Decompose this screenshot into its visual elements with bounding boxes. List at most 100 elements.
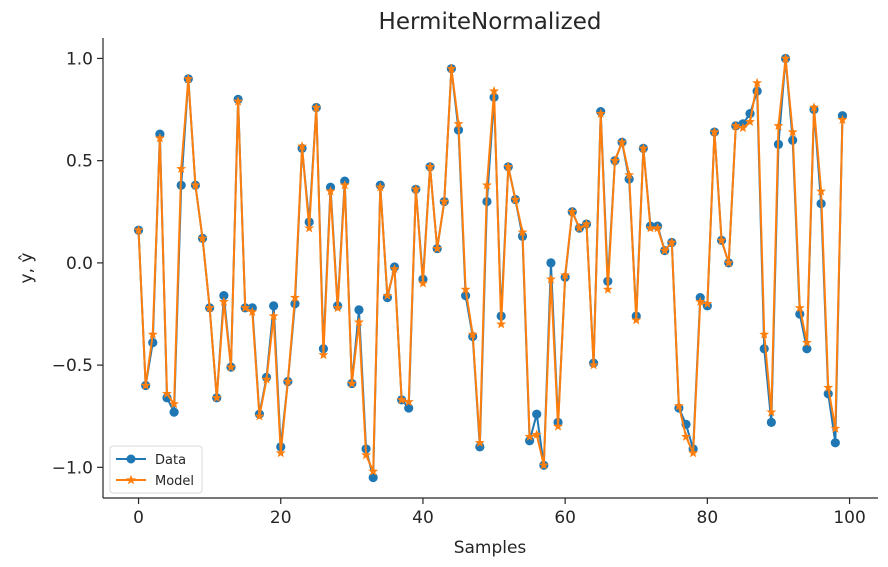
model-point [645,222,656,233]
y-axis-label: y, ŷ [17,253,37,284]
model-point [311,102,322,112]
model-point [681,431,691,441]
model-point [702,298,713,308]
model-point [737,122,748,133]
model-point [190,180,201,190]
model-point [531,429,542,439]
model-point [268,310,279,321]
ticks-layer: 0 20 40 60 80 100 −1.0 −0.5 0.0 0.5 1.0 [52,49,866,528]
model-point [304,222,315,233]
model-point [517,227,528,237]
data-series [133,53,848,483]
model-point [247,306,258,317]
model-point [595,108,606,118]
data-point [219,291,229,301]
x-tick-label: 20 [270,508,292,528]
model-point [673,400,684,411]
model-point [496,319,507,329]
model-point [290,292,300,302]
model-point [823,382,834,392]
y-tick-label: 1.0 [66,49,93,69]
model-point [339,180,350,190]
model-point [560,269,571,280]
model-point [375,182,386,192]
model-point [233,96,244,106]
chart-title: HermiteNormalized [379,9,602,35]
model-point [147,329,158,339]
model-point [723,257,734,268]
model-point [524,431,535,441]
legend: Data Model [109,445,203,494]
data-point [532,409,542,419]
model-point [816,186,827,196]
model-point [666,237,677,247]
data-point [766,417,776,427]
model-point [503,161,514,172]
model-point [169,398,180,409]
model-point [261,374,272,384]
model-point [361,449,372,460]
model-point [759,329,770,339]
x-tick-label: 80 [697,508,719,528]
model-point [809,102,819,112]
model-point [830,423,841,433]
legend-data-label: Data [155,453,186,468]
model-point [226,361,236,372]
data-point [830,438,840,448]
model-point [837,114,848,124]
model-point [553,421,563,431]
model-point [446,63,457,73]
model-point [318,349,329,360]
data-point [169,407,179,417]
model-series [133,53,848,476]
model-point [183,73,194,84]
x-tick-label: 0 [133,508,144,528]
model-point [688,447,699,458]
model-point [368,466,379,476]
data-point [546,258,556,268]
model-point [538,460,549,470]
model-point [275,447,286,458]
model-point [474,437,485,448]
model-point [617,137,627,147]
legend-model-label: Model [155,474,194,489]
model-point [773,120,784,131]
model-point [545,274,556,284]
model-line [137,57,844,473]
model-point [716,235,727,245]
model-point [574,222,585,233]
model-point [418,278,428,288]
model-point [240,302,251,313]
y-tick-label: 0.0 [66,254,93,274]
legend-data-marker [126,454,136,464]
model-point [453,118,464,129]
model-point [354,316,364,327]
model-point [460,284,471,294]
model-point [638,143,649,153]
model-point [439,196,450,206]
model-point [510,194,521,204]
x-tick-label: 100 [833,508,865,528]
y-tick-label: −0.5 [52,356,93,376]
model-point [581,218,592,229]
model-point [624,169,635,180]
model-point [425,161,436,172]
model-point [730,120,741,131]
model-point [211,392,222,403]
model-point [162,388,172,398]
model-point [794,302,805,313]
x-tick-label: 40 [412,508,434,528]
model-point [780,53,791,63]
data-point [354,305,364,315]
data-point [269,301,279,311]
model-point [467,329,478,339]
data-point [802,344,812,354]
model-point [801,337,812,347]
model-point [482,180,492,190]
model-point [133,224,144,235]
model-point [752,77,763,88]
data-point [368,472,378,483]
x-tick-label: 60 [554,508,576,528]
model-point [254,411,265,421]
